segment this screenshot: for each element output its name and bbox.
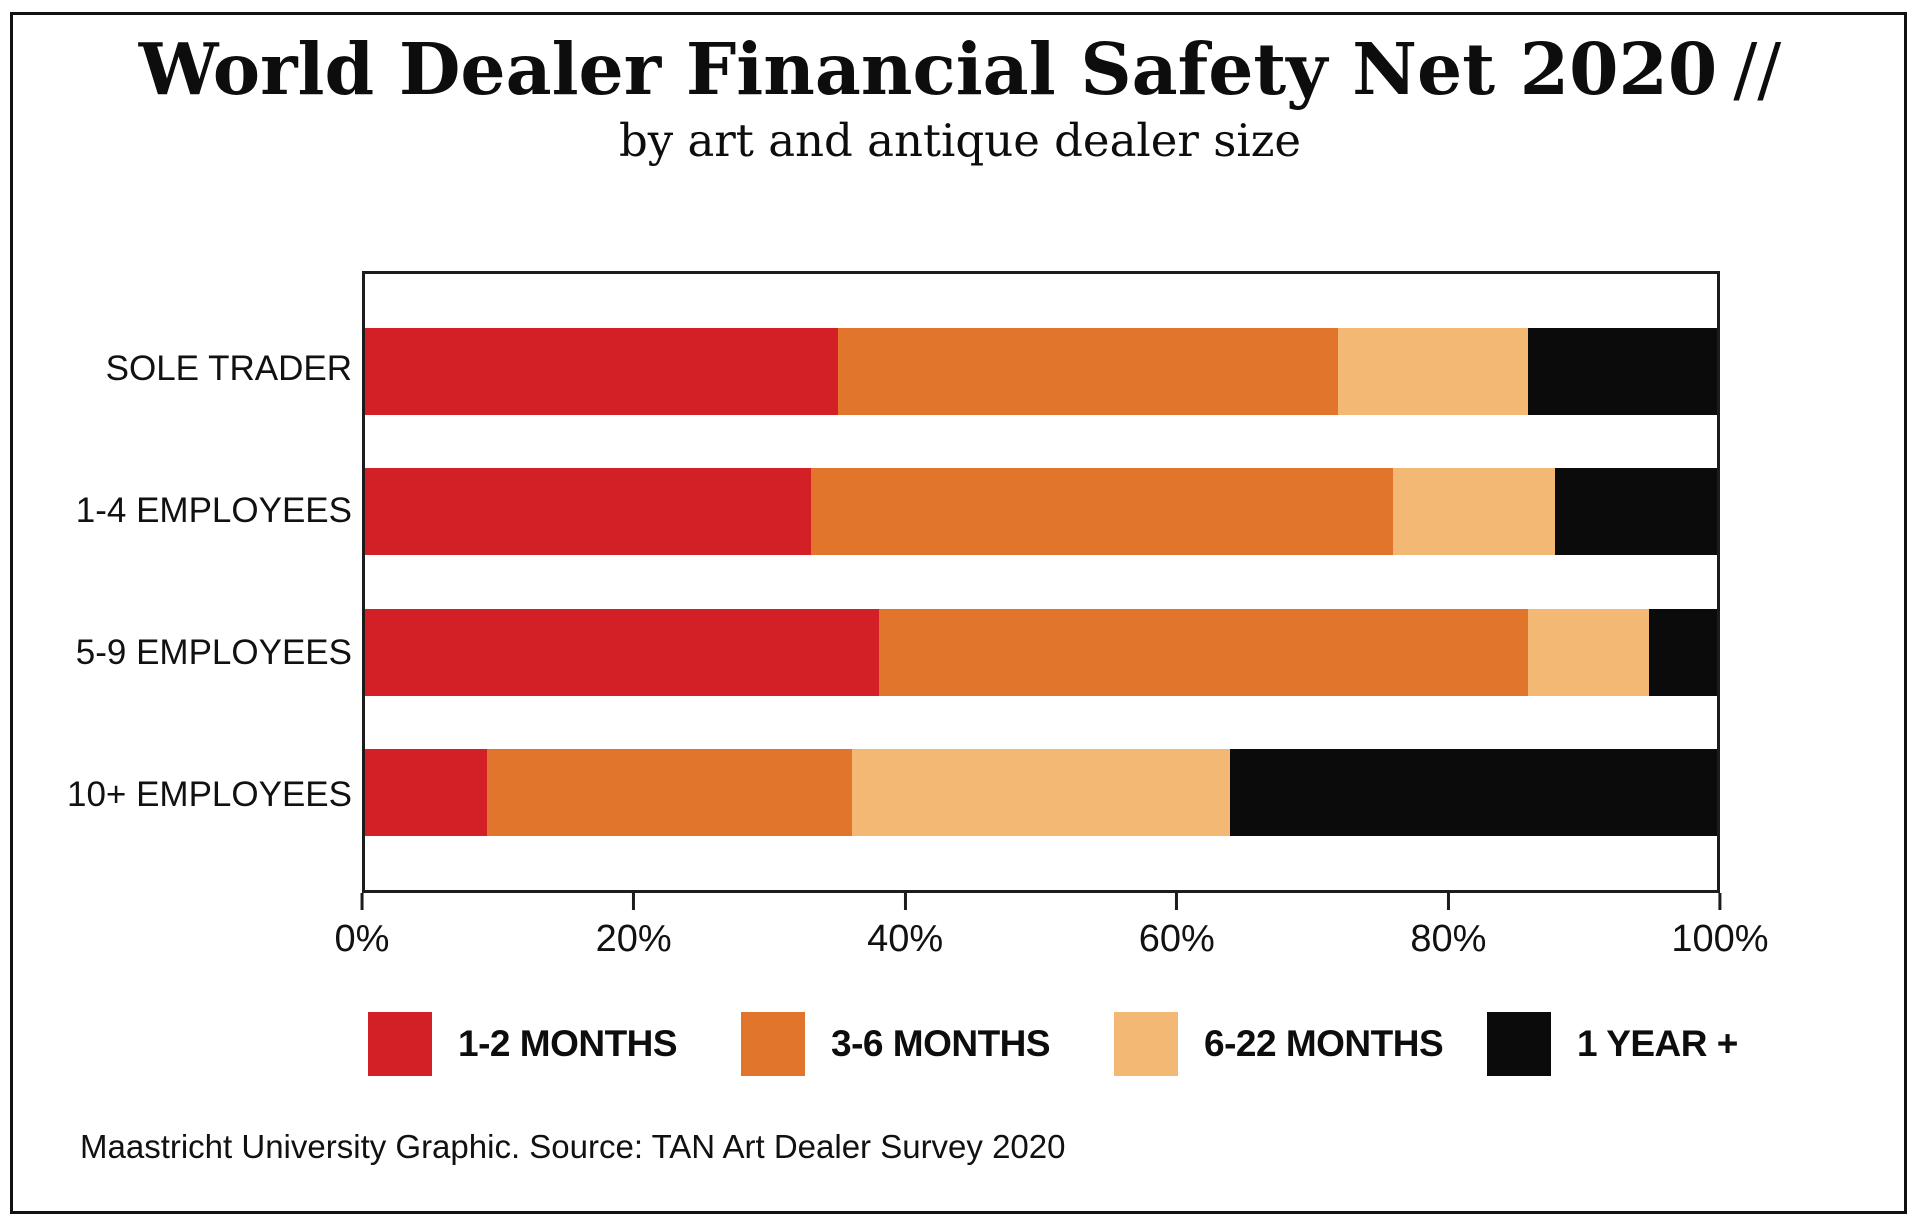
bar-segment-1-2-months xyxy=(365,608,879,696)
bar-segment-1-2-months xyxy=(365,327,839,415)
title-block: World Dealer Financial Safety Net 2020//… xyxy=(0,27,1920,167)
axis-tick-label: 40% xyxy=(867,918,944,960)
bar-segment-1-year xyxy=(1649,608,1717,696)
legend-label: 3-6 MONTHS xyxy=(831,1023,1051,1064)
axis-tick-mark xyxy=(360,893,364,910)
legend-swatch-1-year xyxy=(1487,1012,1551,1076)
axis-tick-label: 60% xyxy=(1138,918,1215,960)
axis-tick-mark xyxy=(632,893,636,910)
bar-row xyxy=(365,608,1717,696)
category-label: 5-9 EMPLOYEES xyxy=(75,632,352,672)
x-axis: 0% 20% 40% 60% 80% 100% xyxy=(335,893,1769,973)
bar-segment-6-22-months xyxy=(851,749,1231,837)
axis-tick-label: 80% xyxy=(1410,918,1487,960)
axis-tick: 60% xyxy=(1139,893,1215,961)
page-title-text: World Dealer Financial Safety Net 2020 xyxy=(138,27,1718,111)
legend-swatch-6-22-months xyxy=(1114,1012,1178,1076)
legend-label: 6-22 MONTHS xyxy=(1204,1023,1444,1064)
legend-label: 1 YEAR + xyxy=(1577,1023,1738,1064)
bar-row xyxy=(365,327,1717,415)
category-label: SOLE TRADER xyxy=(105,349,352,389)
source-note: Maastricht University Graphic. Source: T… xyxy=(80,1128,1066,1165)
legend-swatch-1-2-months xyxy=(368,1012,432,1076)
legend-item: 6-22 MONTHS xyxy=(1114,1012,1487,1076)
outer-frame xyxy=(10,12,1907,1214)
bar-segment-1-2-months xyxy=(365,749,487,837)
legend-item: 1-2 MONTHS xyxy=(368,1012,741,1076)
legend-label: 1-2 MONTHS xyxy=(458,1023,678,1064)
legend: 1-2 MONTHS 3-6 MONTHS 6-22 MONTHS 1 YEAR + xyxy=(368,1012,1860,1076)
axis-tick: 0% xyxy=(334,893,390,961)
axis-tick: 80% xyxy=(1410,893,1486,961)
axis-tick-mark xyxy=(1175,893,1179,910)
axis-tick-mark xyxy=(903,893,907,910)
category-labels: SOLE TRADER 1-4 EMPLOYEES 5-9 EMPLOYEES 10+… xyxy=(60,271,352,893)
bar-segment-1-2-months xyxy=(365,468,812,556)
bar-segment-6-22-months xyxy=(1392,468,1555,556)
category-label: 1-4 EMPLOYEES xyxy=(75,491,352,531)
bar-segment-3-6-months xyxy=(486,749,852,837)
page-title: World Dealer Financial Safety Net 2020// xyxy=(0,27,1920,111)
axis-tick-mark xyxy=(1718,893,1722,910)
axis-tick-label: 100% xyxy=(1671,918,1769,960)
legend-item: 3-6 MONTHS xyxy=(741,1012,1114,1076)
bar-segment-6-22-months xyxy=(1338,327,1528,415)
bar-segment-3-6-months xyxy=(878,608,1528,696)
bar-segment-1-year xyxy=(1554,468,1717,556)
bar-segment-1-year xyxy=(1527,327,1717,415)
category-label: 10+ EMPLOYEES xyxy=(66,774,352,814)
page-subtitle: by art and antique dealer size xyxy=(618,113,1302,167)
bar-segment-3-6-months xyxy=(811,468,1393,556)
axis-tick-label: 0% xyxy=(334,918,390,960)
bar-segment-6-22-months xyxy=(1527,608,1650,696)
axis-tick-mark xyxy=(1446,893,1450,910)
legend-item: 1 YEAR + xyxy=(1487,1012,1860,1076)
axis-tick: 20% xyxy=(596,893,672,961)
axis-tick: 40% xyxy=(867,893,943,961)
bar-segment-3-6-months xyxy=(838,327,1339,415)
bar-segment-1-year xyxy=(1230,749,1717,837)
axis-tick-label: 20% xyxy=(595,918,672,960)
title-slashes: // xyxy=(1733,28,1782,111)
bar-row xyxy=(365,749,1717,837)
plot-area xyxy=(362,271,1720,893)
legend-swatch-3-6-months xyxy=(741,1012,805,1076)
axis-tick: 100% xyxy=(1671,893,1769,961)
bar-row xyxy=(365,468,1717,556)
